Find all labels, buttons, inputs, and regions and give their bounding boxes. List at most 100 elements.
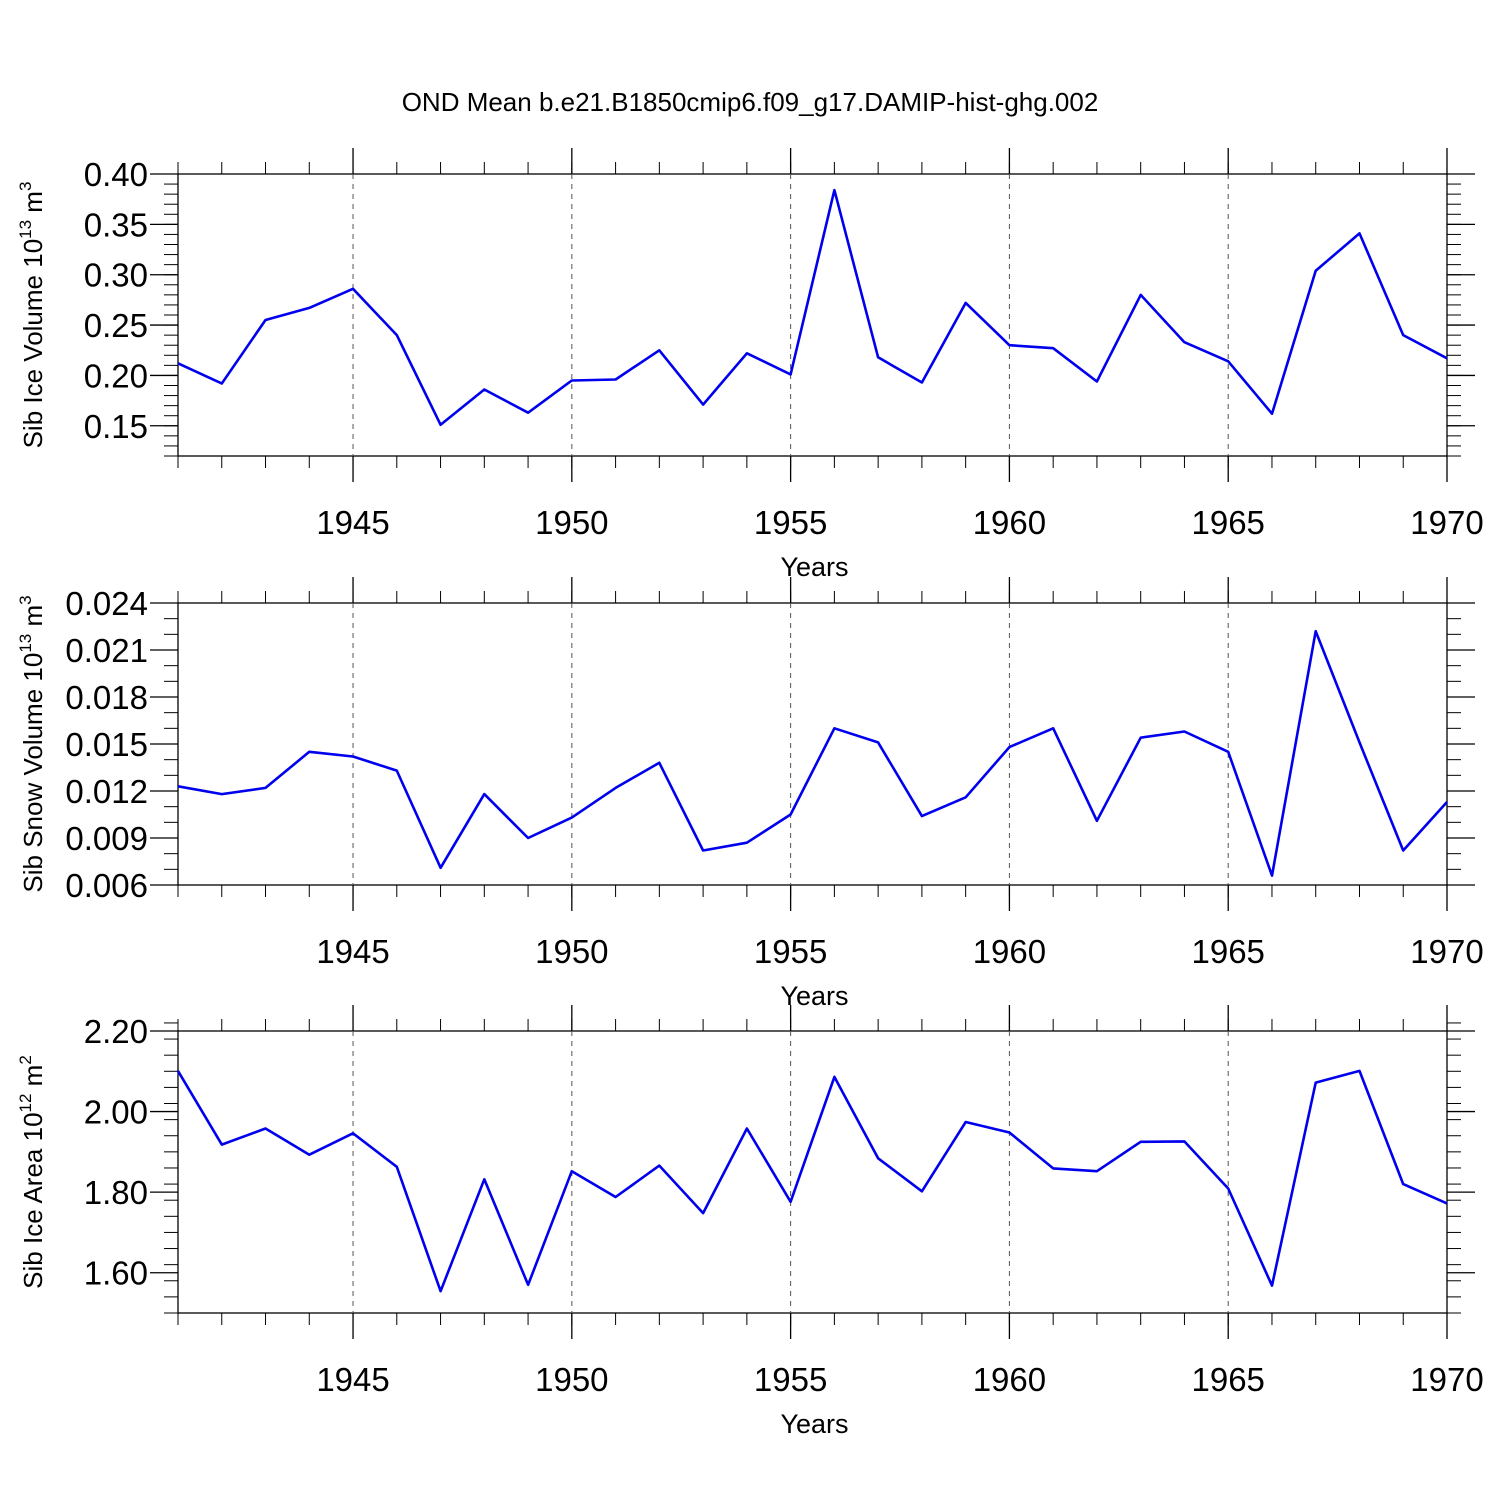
- data-point: [307, 1153, 311, 1157]
- data-point: [482, 792, 486, 796]
- x-axis-label: Years: [780, 981, 848, 1011]
- data-point: [876, 355, 880, 359]
- data-point: [1007, 745, 1011, 749]
- data-point: [1051, 726, 1055, 730]
- x-tick-label: 1945: [316, 1361, 389, 1398]
- data-point: [526, 836, 530, 840]
- data-point: [1182, 1139, 1186, 1143]
- data-point: [1401, 849, 1405, 853]
- y-axis-label: Sib Snow Volume 1013 m3: [16, 595, 48, 892]
- data-point: [1007, 1131, 1011, 1135]
- data-point: [745, 1126, 749, 1130]
- data-point: [570, 816, 574, 820]
- data-point: [657, 348, 661, 352]
- x-tick-label: 1970: [1410, 1361, 1483, 1398]
- y-axis-label-part: Sib Snow Volume 10: [18, 653, 48, 893]
- x-tick-label: 1945: [316, 933, 389, 970]
- data-point: [351, 287, 355, 291]
- x-tick-label: 1960: [973, 504, 1046, 541]
- plot-frame: [177, 1030, 1448, 1314]
- data-point: [745, 841, 749, 845]
- data-point: [1182, 340, 1186, 344]
- y-axis-label-part: Sib Ice Volume 10: [18, 239, 48, 449]
- x-tick-label: 1965: [1191, 1361, 1264, 1398]
- data-point: [176, 784, 180, 788]
- y-axis-label-superscript: 3: [16, 182, 35, 191]
- data-point: [264, 318, 268, 322]
- x-tick-label: 1960: [973, 1361, 1046, 1398]
- data-point: [526, 1283, 530, 1287]
- data-point: [1051, 1166, 1055, 1170]
- series-line: [176, 1069, 1448, 1293]
- data-point: [1182, 729, 1186, 733]
- data-point: [614, 786, 618, 790]
- data-point: [1051, 346, 1055, 350]
- x-tick-label: 1970: [1410, 504, 1483, 541]
- data-point: [657, 761, 661, 765]
- data-point: [832, 188, 836, 192]
- data-point: [307, 750, 311, 754]
- y-tick-label: 0.35: [84, 206, 148, 243]
- data-point: [657, 1164, 661, 1168]
- y-tick-label: 0.25: [84, 307, 148, 344]
- data-point: [439, 423, 443, 427]
- data-point: [439, 1289, 443, 1293]
- data-point: [482, 1177, 486, 1181]
- y-tick-label: 1.80: [84, 1174, 148, 1211]
- figure-title: OND Mean b.e21.B1850cmip6.f09_g17.DAMIP-…: [402, 87, 1099, 117]
- data-point: [1445, 356, 1449, 360]
- data-point: [526, 411, 530, 415]
- x-tick-label: 1950: [535, 933, 608, 970]
- x-tick-label: 1965: [1191, 504, 1264, 541]
- panel-1: 1945 1950 1955 1960 1965 1970 Years 0.15 0.20 0.2…: [16, 148, 1484, 582]
- data-point: [1445, 800, 1449, 804]
- y-axis-label-superscript: 13: [16, 220, 35, 239]
- x-tick-label: 1950: [535, 1361, 608, 1398]
- data-point: [1226, 1187, 1230, 1191]
- data-point: [1314, 269, 1318, 273]
- data-point: [745, 351, 749, 355]
- data-point: [876, 1156, 880, 1160]
- data-point: [789, 1200, 793, 1204]
- data-point: [964, 795, 968, 799]
- data-point: [351, 755, 355, 759]
- data-point: [1270, 1284, 1274, 1288]
- data-point: [614, 377, 618, 381]
- y-tick-label: 0.009: [65, 820, 148, 857]
- y-tick-label: 0.30: [84, 257, 148, 294]
- data-point: [964, 301, 968, 305]
- data-point: [1007, 343, 1011, 347]
- y-axis-label: Sib Ice Area 1012 m2: [16, 1055, 48, 1289]
- x-tick-label: 1950: [535, 504, 608, 541]
- y-tick-label: 1.60: [84, 1255, 148, 1292]
- data-point: [395, 333, 399, 337]
- y-tick-label: 0.40: [84, 156, 148, 193]
- data-point: [789, 372, 793, 376]
- y-tick-label: 0.20: [84, 357, 148, 394]
- data-point: [1314, 1081, 1318, 1085]
- y-axis-label-superscript: 3: [16, 595, 35, 604]
- panel-3: 1945 1950 1955 1960 1965 1970 Years 1.60 1.80 2.0…: [16, 1005, 1484, 1439]
- data-point: [832, 726, 836, 730]
- x-tick-label: 1955: [754, 1361, 827, 1398]
- data-point: [876, 740, 880, 744]
- data-point: [220, 381, 224, 385]
- data-point: [1357, 1069, 1361, 1073]
- x-tick-label: 1970: [1410, 933, 1483, 970]
- series-line: [177, 629, 1448, 877]
- data-point: [832, 1075, 836, 1079]
- data-point: [1139, 293, 1143, 297]
- data-point: [789, 813, 793, 817]
- y-tick-label: 0.018: [65, 679, 148, 716]
- y-axis-label-superscript: 2: [16, 1055, 35, 1064]
- x-tick-label: 1965: [1191, 933, 1264, 970]
- data-point: [701, 403, 705, 407]
- x-axis-label: Years: [780, 1409, 848, 1439]
- y-axis-label: Sib Ice Volume 1013 m3: [16, 182, 48, 449]
- panel-2: 1945 1950 1955 1960 1965 1970 Years 0.006 0.009 0…: [16, 577, 1484, 1011]
- y-tick-label: 0.006: [65, 867, 148, 904]
- y-tick-label: 0.012: [65, 773, 148, 810]
